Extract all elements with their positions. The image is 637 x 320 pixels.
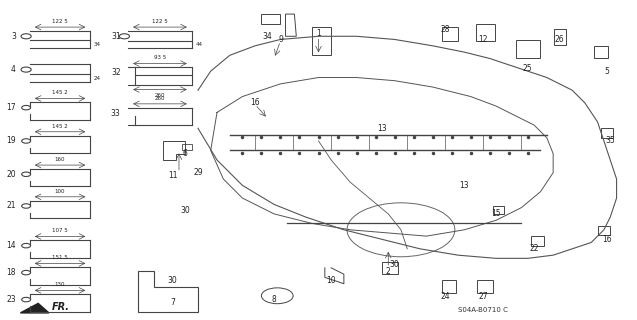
Text: 10: 10 — [326, 276, 336, 285]
Text: 1: 1 — [316, 28, 321, 38]
Text: 15: 15 — [491, 209, 501, 219]
Text: 19: 19 — [6, 136, 16, 146]
Text: 13: 13 — [459, 181, 469, 190]
Text: 151 5: 151 5 — [52, 255, 68, 260]
Bar — [531, 236, 543, 246]
Text: 4: 4 — [11, 65, 16, 74]
Text: 26: 26 — [555, 35, 564, 44]
Text: S04A-B0710 C: S04A-B0710 C — [458, 307, 508, 313]
Text: 5: 5 — [605, 67, 610, 76]
Text: 260: 260 — [155, 93, 165, 98]
Bar — [182, 144, 192, 150]
Text: 16: 16 — [250, 99, 260, 108]
Text: 11: 11 — [168, 172, 177, 180]
Text: 122 5: 122 5 — [152, 19, 168, 24]
Text: 30: 30 — [168, 276, 178, 285]
Text: 145 2: 145 2 — [52, 124, 68, 129]
Text: 8: 8 — [272, 295, 276, 304]
Text: 14: 14 — [6, 241, 16, 250]
Bar — [477, 280, 493, 292]
Bar — [476, 24, 495, 41]
Text: 25: 25 — [523, 63, 533, 73]
Bar — [598, 226, 610, 235]
Text: 30: 30 — [390, 260, 399, 269]
Polygon shape — [20, 303, 49, 313]
Text: 3: 3 — [11, 32, 16, 41]
Text: 18: 18 — [6, 268, 16, 277]
Text: 29: 29 — [193, 168, 203, 177]
Text: 31: 31 — [111, 32, 120, 41]
Text: 22: 22 — [529, 244, 539, 253]
Text: 9: 9 — [278, 35, 283, 44]
Text: 21: 21 — [6, 202, 16, 211]
Bar — [601, 128, 613, 138]
Text: 23: 23 — [6, 295, 16, 304]
Bar — [442, 280, 456, 292]
Text: 107 5: 107 5 — [52, 228, 68, 233]
Text: 30: 30 — [180, 206, 190, 215]
Text: 24: 24 — [441, 292, 450, 301]
Text: 160: 160 — [55, 157, 66, 162]
Text: FR.: FR. — [52, 302, 70, 312]
Text: 7: 7 — [170, 298, 175, 307]
Text: 34: 34 — [94, 42, 101, 47]
Text: 6: 6 — [183, 149, 188, 158]
Bar — [594, 46, 608, 59]
Text: 32: 32 — [111, 68, 120, 77]
Text: 33: 33 — [111, 108, 120, 117]
Text: 24: 24 — [94, 76, 101, 81]
Text: 130: 130 — [55, 282, 66, 287]
Text: 260: 260 — [155, 96, 165, 101]
Text: 13: 13 — [377, 124, 387, 133]
Text: 35: 35 — [605, 136, 615, 146]
Text: 2: 2 — [386, 267, 390, 276]
Text: 93 5: 93 5 — [154, 55, 166, 60]
Bar — [382, 261, 397, 274]
Text: 145 2: 145 2 — [52, 90, 68, 95]
Text: 34: 34 — [263, 32, 273, 41]
Text: 122 5: 122 5 — [52, 19, 68, 24]
Text: 27: 27 — [478, 292, 488, 301]
Bar — [442, 27, 458, 41]
Bar — [554, 29, 566, 45]
Text: 12: 12 — [478, 35, 488, 44]
Text: 100: 100 — [55, 188, 66, 194]
Text: 44: 44 — [196, 42, 203, 47]
Text: 28: 28 — [441, 25, 450, 35]
Text: 16: 16 — [602, 235, 612, 244]
Text: 17: 17 — [6, 103, 16, 112]
Text: 20: 20 — [6, 170, 16, 179]
Bar — [493, 206, 505, 214]
Bar — [517, 40, 540, 59]
